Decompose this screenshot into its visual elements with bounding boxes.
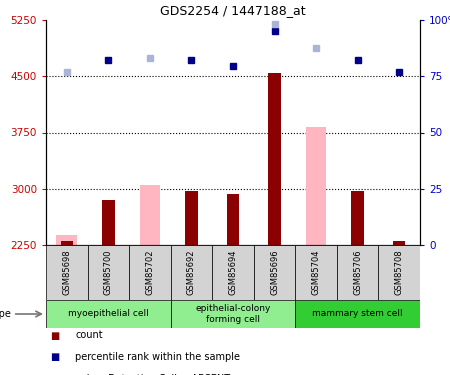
Text: mammary stem cell: mammary stem cell xyxy=(312,309,403,318)
Text: GSM85692: GSM85692 xyxy=(187,250,196,295)
Bar xyxy=(378,245,420,300)
Bar xyxy=(185,191,198,245)
Bar xyxy=(102,200,115,245)
Bar xyxy=(306,127,327,245)
Bar xyxy=(88,245,129,300)
Bar xyxy=(140,185,160,245)
Bar xyxy=(171,300,295,328)
Bar xyxy=(295,300,420,328)
Bar xyxy=(393,240,405,245)
Title: GDS2254 / 1447188_at: GDS2254 / 1447188_at xyxy=(160,4,306,18)
Text: myoepithelial cell: myoepithelial cell xyxy=(68,309,148,318)
Bar xyxy=(337,245,378,300)
Text: ■: ■ xyxy=(50,352,60,362)
Bar xyxy=(46,300,171,328)
Bar xyxy=(129,245,171,300)
Text: GSM85706: GSM85706 xyxy=(353,250,362,296)
Text: GSM85696: GSM85696 xyxy=(270,250,279,296)
Text: epithelial-colony
forming cell: epithelial-colony forming cell xyxy=(195,304,271,324)
Text: ■: ■ xyxy=(50,374,60,375)
Bar xyxy=(295,245,337,300)
Bar xyxy=(227,194,239,245)
Bar xyxy=(171,245,212,300)
Bar xyxy=(61,240,73,245)
Text: value, Detection Call = ABSENT: value, Detection Call = ABSENT xyxy=(75,374,230,375)
Text: percentile rank within the sample: percentile rank within the sample xyxy=(75,352,240,362)
Bar xyxy=(351,191,364,245)
Bar xyxy=(254,245,295,300)
Text: GSM85694: GSM85694 xyxy=(229,250,238,295)
Text: GSM85708: GSM85708 xyxy=(395,250,404,296)
Text: count: count xyxy=(75,330,103,340)
Text: GSM85702: GSM85702 xyxy=(145,250,154,295)
Text: GSM85704: GSM85704 xyxy=(311,250,320,295)
Bar xyxy=(56,235,77,245)
Text: ■: ■ xyxy=(50,330,60,340)
Bar xyxy=(46,245,88,300)
Text: GSM85700: GSM85700 xyxy=(104,250,113,295)
Bar xyxy=(268,73,281,245)
Text: cell type: cell type xyxy=(0,309,11,319)
Bar xyxy=(212,245,254,300)
Text: GSM85698: GSM85698 xyxy=(62,250,71,296)
